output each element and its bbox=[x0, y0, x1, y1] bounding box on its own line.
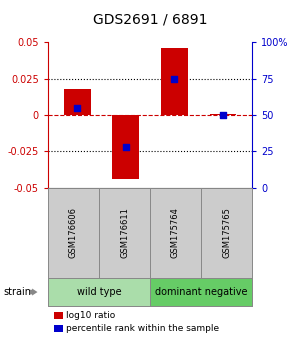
Text: GSM176606: GSM176606 bbox=[69, 207, 78, 258]
Text: strain: strain bbox=[3, 287, 31, 297]
Point bbox=[75, 105, 80, 110]
Point bbox=[172, 76, 177, 81]
Bar bbox=[209, 114, 236, 115]
Bar bbox=[64, 89, 91, 115]
Bar bbox=[161, 48, 188, 115]
Bar bbox=[112, 115, 139, 179]
Point bbox=[220, 112, 225, 118]
Text: percentile rank within the sample: percentile rank within the sample bbox=[66, 324, 219, 333]
Text: GSM175765: GSM175765 bbox=[222, 207, 231, 258]
Text: dominant negative: dominant negative bbox=[155, 287, 247, 297]
Text: GDS2691 / 6891: GDS2691 / 6891 bbox=[93, 12, 207, 27]
Text: wild type: wild type bbox=[77, 287, 121, 297]
Text: GSM175764: GSM175764 bbox=[171, 207, 180, 258]
Text: log10 ratio: log10 ratio bbox=[66, 310, 115, 320]
Point bbox=[123, 144, 128, 150]
Text: GSM176611: GSM176611 bbox=[120, 207, 129, 258]
